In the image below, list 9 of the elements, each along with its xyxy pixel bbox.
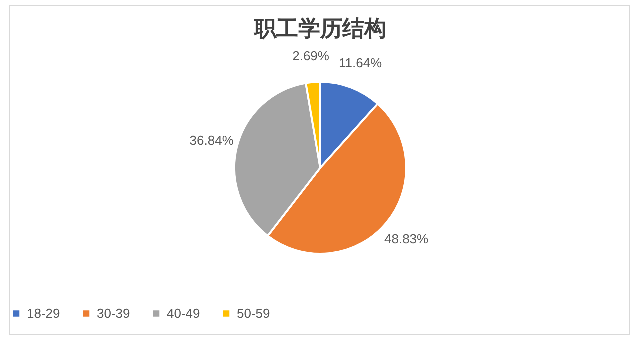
data-label: 36.84% xyxy=(190,132,234,148)
legend-label: 50-59 xyxy=(237,306,270,321)
data-label: 48.83% xyxy=(384,232,430,247)
data-label: 2.69% xyxy=(292,48,330,64)
legend-label: 30-39 xyxy=(97,306,130,321)
legend-label: 18-29 xyxy=(27,306,60,321)
data-label: 11.64% xyxy=(338,55,383,70)
legend-label: 40-49 xyxy=(167,306,200,321)
chart-title: 职工学历结构 xyxy=(254,16,386,41)
